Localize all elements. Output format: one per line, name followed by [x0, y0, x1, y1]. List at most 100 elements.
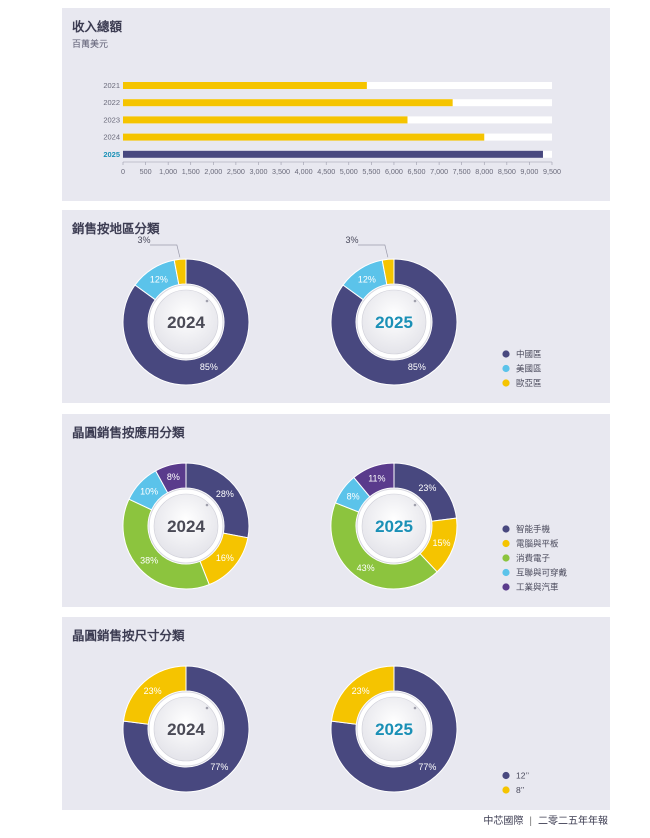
- donut-slice: [353, 462, 395, 498]
- leader-line: [358, 244, 389, 258]
- slice-label: 11%: [368, 473, 385, 483]
- donut-slice: [173, 258, 187, 286]
- bar-2022: [123, 99, 453, 107]
- legend-label: 互聯與可穿戴: [516, 568, 568, 578]
- x-tick-label: 9,000: [520, 167, 538, 176]
- slice-label: 23%: [352, 686, 370, 696]
- legend-label: 8’’: [516, 785, 524, 795]
- slice-label: 28%: [216, 489, 234, 499]
- x-tick-label: 6,000: [385, 167, 403, 176]
- legend-label: 電腦與平板: [516, 539, 559, 549]
- page-footer: 中芯國際 | 二零二五年年報: [483, 812, 608, 827]
- donut-center-disc: [361, 289, 427, 355]
- center-dot: [413, 706, 417, 710]
- footer-report: 二零二五年年報: [538, 816, 608, 827]
- donut-slice: [122, 665, 250, 793]
- legend-swatch: [502, 364, 510, 373]
- x-tick-label: 3,500: [272, 167, 290, 176]
- slice-label: 43%: [357, 563, 375, 573]
- legend-swatch: [502, 379, 510, 387]
- legend-swatch: [502, 554, 510, 562]
- slice-label: 10%: [140, 486, 158, 496]
- donut-slice: [330, 665, 458, 793]
- x-tick-label: 7,500: [453, 167, 471, 176]
- bar-2025: [123, 150, 543, 158]
- x-tick-label: 5,500: [362, 167, 380, 176]
- legend-label: 智能手機: [516, 524, 551, 534]
- size-donut-charts: 77% 23% 2024 77% 23% 2025 12’’ 8’’: [122, 665, 529, 795]
- center-dot: [413, 503, 417, 507]
- revenue-title: 收入總額: [72, 20, 123, 34]
- year-label: 2024: [167, 313, 205, 332]
- donut-center-disc: [361, 493, 427, 559]
- donut-center-disc: [361, 696, 427, 762]
- revenue-unit: 百萬美元: [72, 39, 109, 49]
- category-label: 2021: [103, 81, 120, 90]
- slice-label: 85%: [200, 362, 218, 372]
- slice-label: 3%: [345, 235, 358, 245]
- donut-slice: [154, 462, 187, 494]
- slice-label: 77%: [210, 762, 228, 772]
- legend-label: 工業與汽車: [516, 582, 559, 592]
- x-tick-label: 7,000: [430, 167, 448, 176]
- legend-swatch: [502, 525, 510, 533]
- x-tick-label: 8,500: [498, 167, 516, 176]
- size-panel: 晶圓銷售按尺寸分類 77% 23% 2024 77% 23% 2025 12’’ 8’’: [62, 617, 610, 810]
- x-tick-label: 4,000: [295, 167, 313, 176]
- x-tick-label: 9,500: [543, 167, 561, 176]
- category-label: 2025: [103, 150, 120, 159]
- slice-label: 77%: [418, 762, 436, 772]
- x-tick-label: 1,000: [159, 167, 177, 176]
- slice-label: 38%: [140, 556, 158, 566]
- x-tick-label: 1,500: [182, 167, 200, 176]
- slice-label: 16%: [216, 553, 234, 563]
- legend-swatch: [502, 771, 510, 780]
- year-label: 2025: [375, 313, 413, 332]
- donut-slice: [330, 502, 438, 590]
- donut-center-disc: [153, 493, 219, 559]
- application-title: 晶圓銷售按應用分類: [72, 426, 185, 440]
- footer-separator: |: [529, 816, 532, 827]
- category-label: 2022: [103, 98, 120, 107]
- slice-label: 23%: [144, 686, 162, 696]
- legend-swatch: [502, 539, 510, 548]
- category-label: 2023: [103, 115, 120, 124]
- revenue-panel: 收入總額 百萬美元 0 500 1,000 1,500 2,000 2,500 3,000 3…: [62, 8, 610, 201]
- donut-slice: [122, 258, 250, 386]
- legend-label: 歐亞區: [516, 378, 542, 388]
- slice-label: 23%: [418, 483, 436, 493]
- size-title: 晶圓銷售按尺寸分類: [72, 629, 185, 643]
- category-label: 2024: [103, 133, 120, 142]
- donut-slice: [381, 258, 395, 286]
- slice-label: 8%: [167, 472, 180, 482]
- donut-slice: [122, 498, 210, 590]
- legend-swatch: [502, 568, 510, 577]
- x-tick-label: 8,000: [475, 167, 493, 176]
- donut-slice: [330, 258, 458, 386]
- legend-label: 中國區: [516, 349, 542, 359]
- year-label: 2024: [167, 720, 205, 739]
- bar-2024: [123, 133, 485, 141]
- year-label: 2024: [167, 517, 205, 536]
- bar-2023: [123, 116, 408, 124]
- slice-label: 12%: [150, 274, 168, 284]
- footer-company: 中芯國際: [483, 816, 524, 827]
- legend-label: 12’’: [516, 771, 529, 781]
- year-label: 2025: [375, 720, 413, 739]
- x-tick-label: 0: [121, 167, 125, 176]
- year-label: 2025: [375, 517, 413, 536]
- slice-label: 12%: [358, 274, 376, 284]
- region-title: 銷售按地區分類: [72, 222, 160, 236]
- x-tick-label: 500: [140, 167, 152, 176]
- slice-label: 3%: [137, 235, 150, 245]
- donut-center-disc: [153, 696, 219, 762]
- x-tick-label: 2,500: [227, 167, 245, 176]
- legend-swatch: [502, 583, 510, 591]
- revenue-bar-chart: 0 500 1,000 1,500 2,000 2,500 3,000 3,500 4,000 4…: [103, 81, 561, 176]
- bar-2021: [123, 82, 367, 89]
- region-panel: 銷售按地區分類 85% 12% 3% 2024 85% 12% 3% 2025 中國區 美國區 歐亞…: [62, 210, 610, 403]
- legend-swatch: [502, 786, 510, 794]
- center-dot: [205, 299, 209, 303]
- x-tick-label: 4,500: [317, 167, 335, 176]
